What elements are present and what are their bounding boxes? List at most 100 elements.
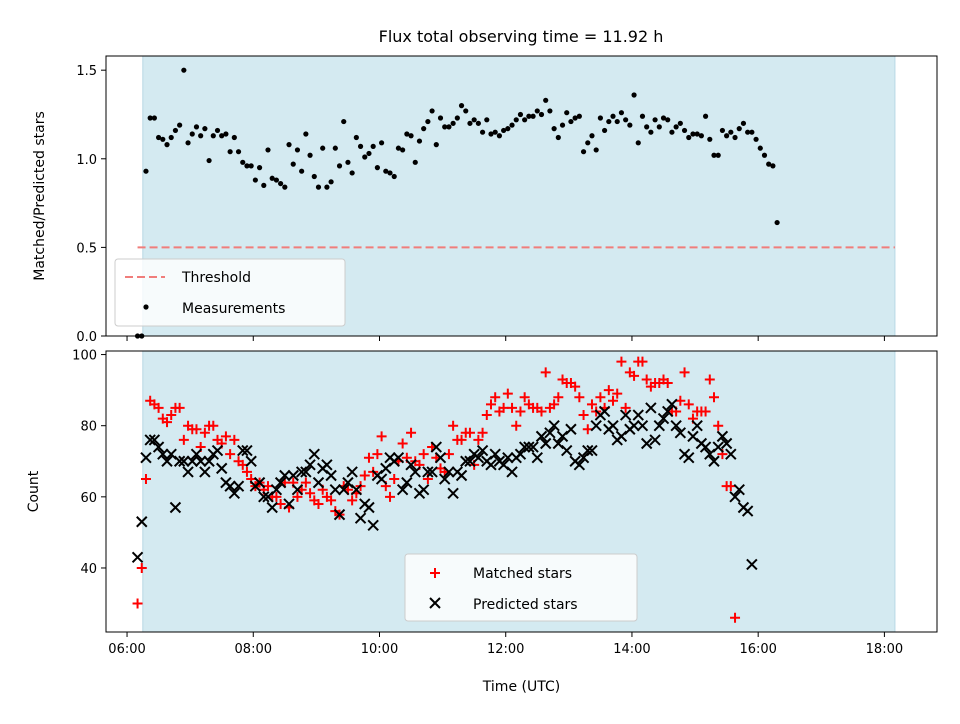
predicted-star-point [152, 441, 165, 453]
predicted-star-point [178, 455, 190, 467]
predicted-star-point [224, 480, 236, 492]
predicted-star-point [619, 409, 632, 421]
measurement-point [416, 138, 423, 144]
matched-star-point [578, 410, 589, 421]
predicted-star-point [300, 466, 312, 478]
measurement-point [623, 117, 629, 123]
predicted-star-point [338, 484, 350, 496]
predicted-star-point [140, 452, 152, 464]
predicted-star-point [582, 444, 594, 457]
legend-predicted-label: Predicted stars [473, 597, 578, 613]
predicted-star-point [396, 484, 409, 496]
measurement-point [660, 115, 667, 121]
matched-star-point [608, 395, 619, 406]
predicted-star-point [279, 469, 291, 482]
predicted-star-point [422, 466, 434, 478]
predicted-star-point [561, 444, 573, 457]
matched-star-point [708, 392, 719, 403]
measurement-point [517, 111, 524, 118]
measurement-point [757, 145, 763, 151]
matched-star-point [641, 374, 652, 385]
y-axis-label: Matched/Predicted stars [32, 111, 48, 281]
measurement-point [602, 127, 608, 134]
predicted-star-point [662, 405, 674, 418]
measurement-point [564, 110, 570, 116]
predicted-star-point [476, 444, 489, 457]
measurement-point [576, 113, 582, 119]
predicted-star-point [228, 487, 241, 499]
measurement-point [400, 147, 406, 153]
measurement-point [593, 147, 599, 153]
predicted-star-point [472, 452, 485, 464]
matched-star-point [363, 452, 374, 463]
predicted-star-point [405, 459, 417, 471]
matched-star-point [603, 385, 614, 396]
measurement-point [412, 159, 418, 165]
measurement-point [458, 103, 465, 109]
measurement-point [235, 149, 242, 155]
matched-star-point [271, 491, 282, 502]
matched-star-point [498, 402, 509, 413]
matched-star-point [347, 495, 358, 506]
measurement-point [568, 118, 574, 125]
matched-star-point [553, 392, 564, 403]
legend-predicted-swatch [429, 597, 441, 609]
measurement-point [475, 120, 481, 126]
measurement-point [210, 133, 216, 139]
matched-star-point [162, 417, 173, 428]
measurement-point [484, 117, 490, 123]
matched-star-point [586, 399, 597, 410]
measurement-point [479, 129, 486, 135]
measurement-point [353, 134, 359, 141]
predicted-star-point [190, 448, 203, 460]
matched-star-point [511, 420, 522, 431]
legend: Matched stars Predicted stars [404, 553, 638, 622]
predicted-star-point [729, 491, 741, 503]
measurement-point [534, 108, 540, 114]
predicted-star-point [640, 437, 653, 450]
matched-star-point [679, 367, 690, 378]
predicted-star-point [666, 398, 678, 411]
measurement-point [635, 140, 641, 146]
measurement-point [580, 149, 587, 155]
measurement-point [332, 145, 338, 151]
predicted-star-point [502, 452, 514, 464]
measurement-point [185, 140, 191, 146]
measurement-point [437, 115, 444, 121]
matched-star-point [549, 399, 560, 410]
measurement-point [665, 117, 671, 123]
y-tick-label: 0.0 [76, 330, 97, 345]
measurement-point [770, 163, 776, 169]
matched-star-point [675, 395, 686, 406]
measurement-point [265, 147, 271, 153]
matched-star-point [570, 381, 581, 392]
matched-star-point [275, 498, 286, 509]
measurement-point [164, 142, 170, 148]
predicted-star-point [312, 476, 325, 489]
matched-star-point [730, 612, 741, 623]
y-tick-label: 1.0 [76, 153, 97, 168]
predicted-star-point [169, 501, 182, 514]
matched-star-point [406, 427, 417, 438]
measurement-point [610, 113, 616, 119]
matched-star-point [262, 481, 273, 492]
measurement-point [370, 143, 376, 149]
measurement-point [585, 140, 591, 146]
measurement-point [231, 134, 237, 141]
predicted-star-point [401, 476, 413, 489]
predicted-star-point [173, 455, 186, 467]
measurement-point [429, 108, 435, 114]
predicted-star-point [304, 459, 316, 471]
chart-title: Flux total observing time = 11.92 h [379, 27, 664, 46]
legend-matched-swatch [430, 568, 440, 578]
predicted-star-point [274, 476, 287, 489]
matched-star-point [313, 498, 324, 509]
predicted-star-point [237, 444, 249, 457]
matched-star-point [132, 598, 143, 609]
matched-star-point [725, 481, 736, 492]
measurement-point [357, 143, 364, 149]
matched-star-point [700, 406, 711, 417]
predicted-star-point [430, 441, 443, 453]
measurement-point [509, 122, 515, 128]
count-panel: 40 60 80 100 06:00 08:00 10:00 12:00 14:00 16:00 1… [26, 349, 938, 695]
